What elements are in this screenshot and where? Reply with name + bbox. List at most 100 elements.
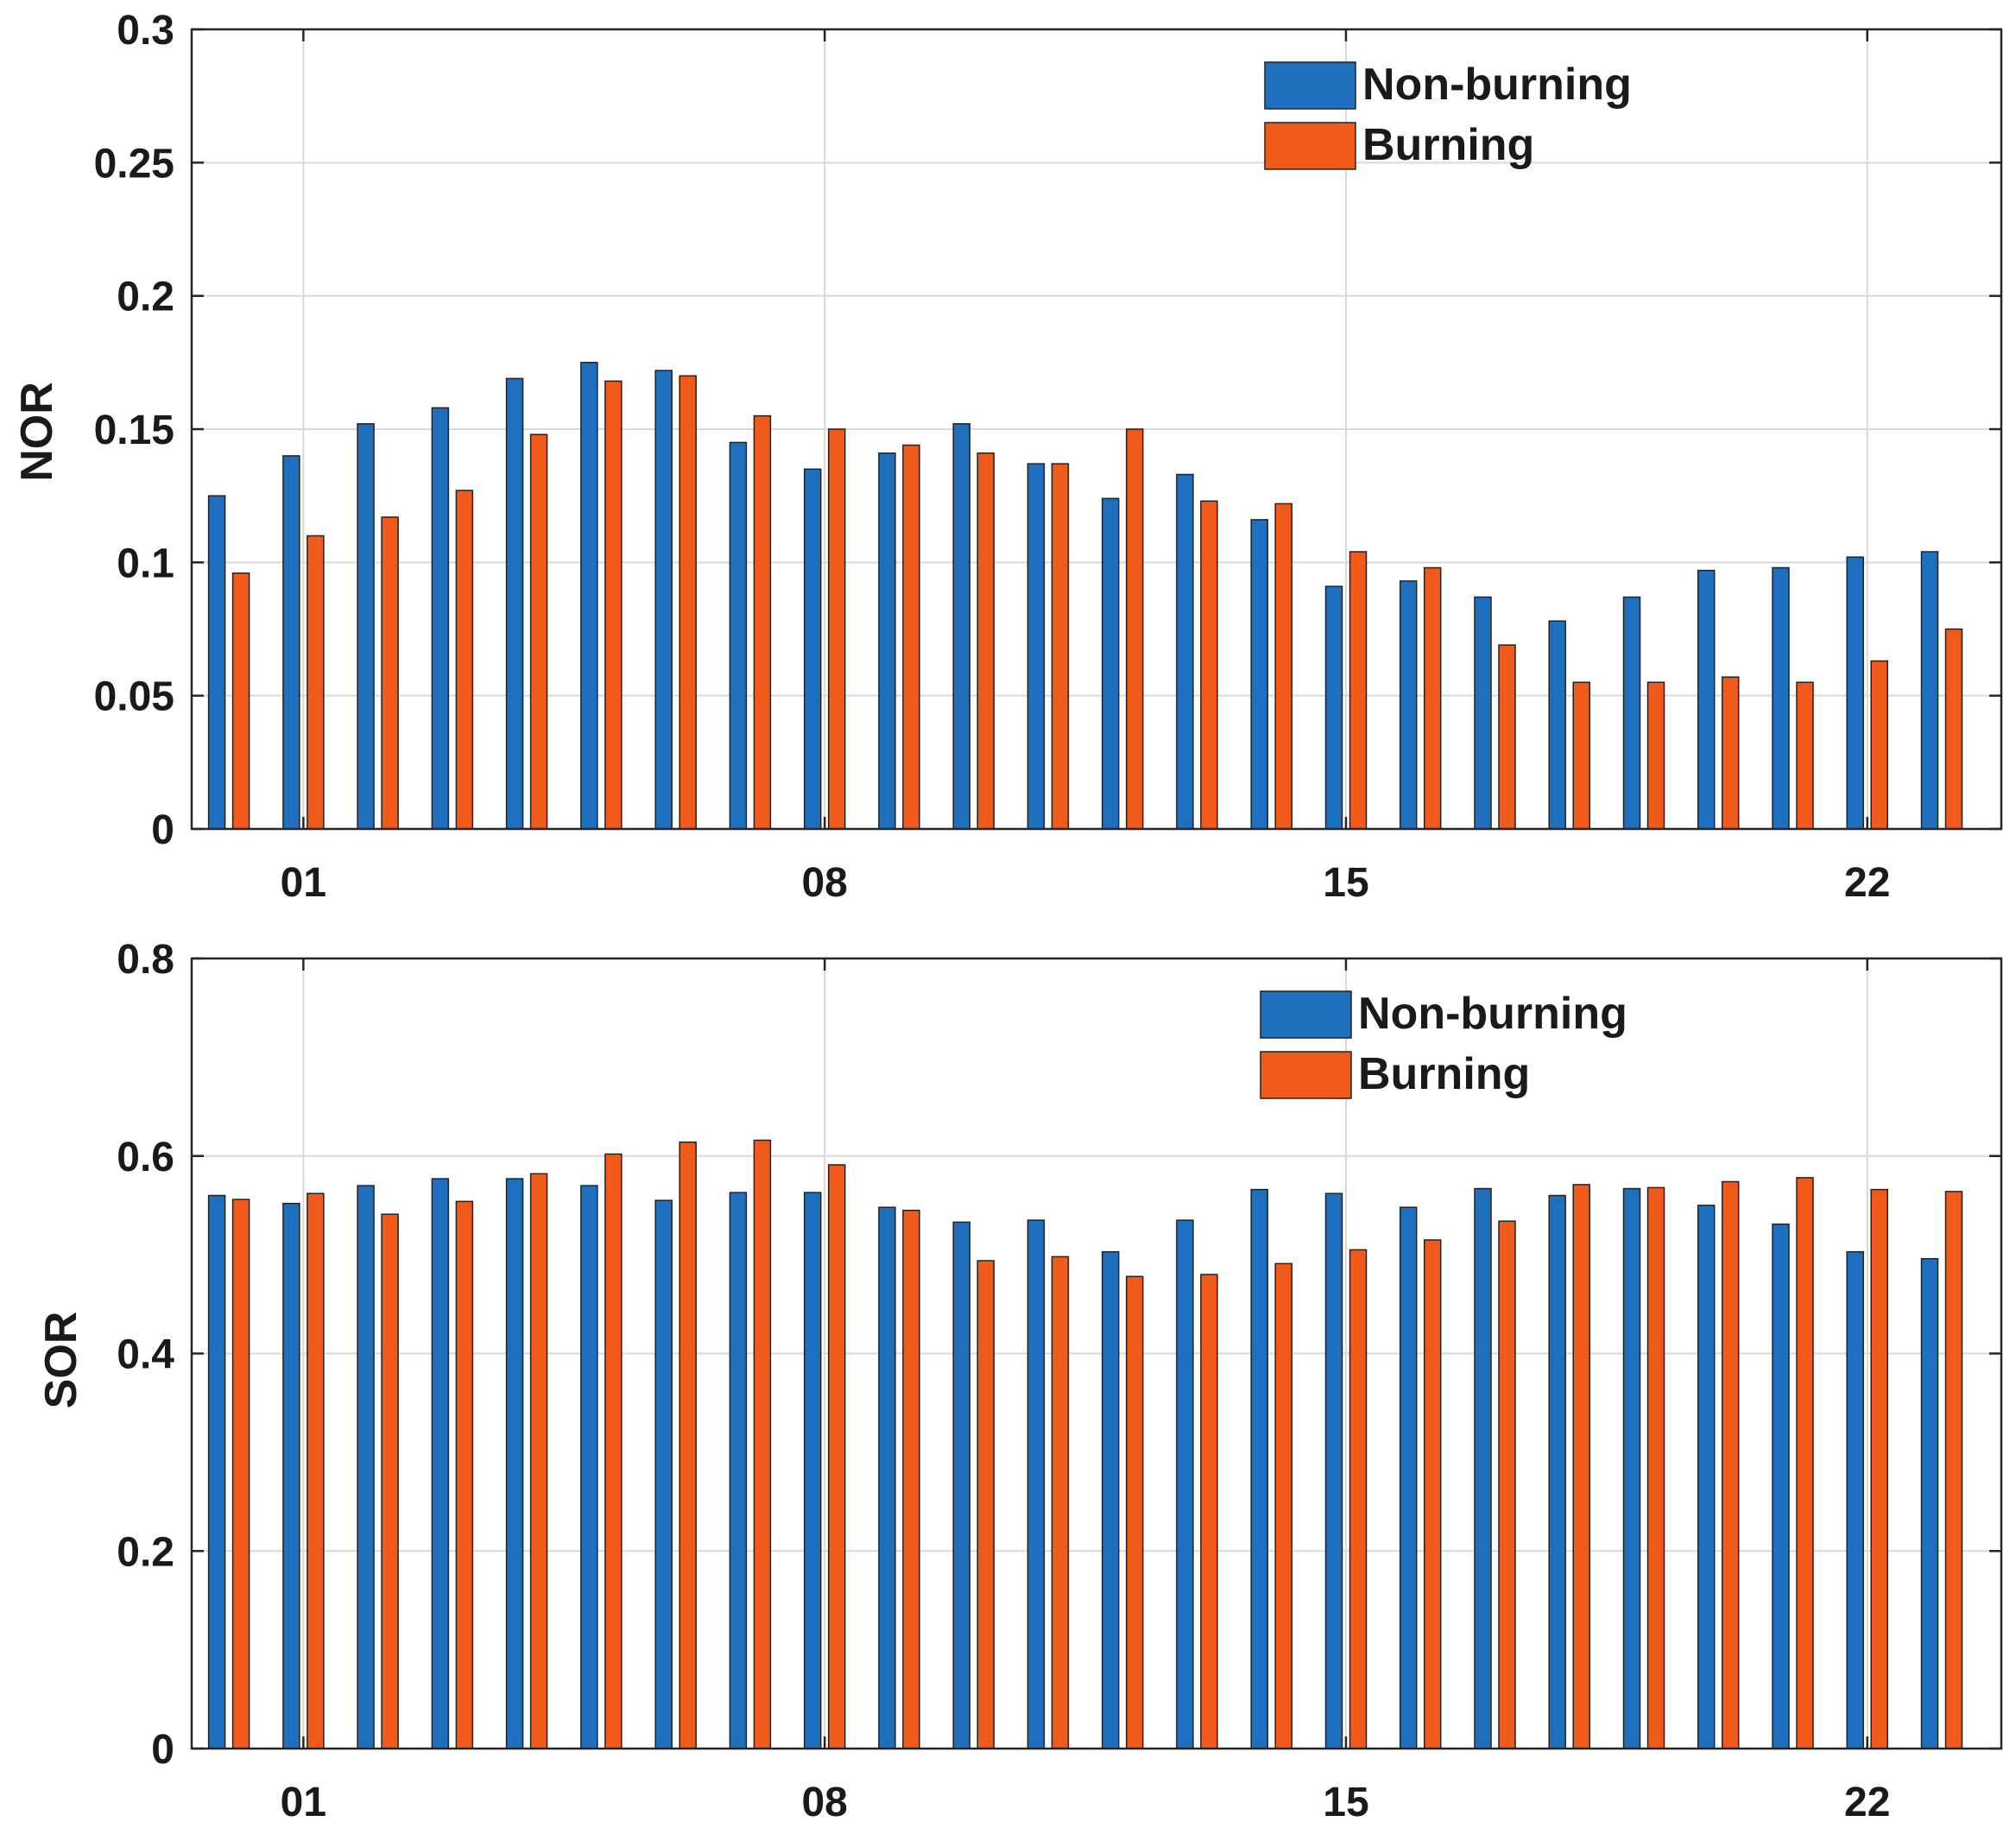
- bar-burning-13: [1125, 1275, 1144, 1749]
- bar-burning-10: [902, 1209, 920, 1749]
- bar-burning-11: [976, 452, 995, 830]
- bar-burning-10: [902, 444, 920, 830]
- bar-burning-19: [1572, 1184, 1590, 1749]
- bar-burning-1: [231, 1199, 250, 1749]
- bar-non-burning-13: [1101, 497, 1120, 830]
- chart-nor: 0 0.05 0.1 0.15 0.2 0.25 0.3 01 08 15 22 NOR Non-bur…: [12, 8, 2003, 906]
- bar-burning-20: [1646, 1186, 1665, 1749]
- bar-burning-14: [1200, 1274, 1218, 1749]
- bar-non-burning-10: [878, 452, 896, 830]
- bar-non-burning-2: [282, 455, 300, 830]
- bar-burning-12: [1051, 463, 1070, 830]
- bar-burning-11: [976, 1260, 995, 1749]
- bar-burning-23: [1870, 1188, 1888, 1749]
- bar-burning-3: [381, 1213, 399, 1749]
- y-axis-title: SOR: [36, 1312, 86, 1409]
- bar-burning-1: [231, 572, 250, 830]
- bar-burning-22: [1796, 1177, 1814, 1749]
- bar-non-burning-14: [1176, 1219, 1194, 1749]
- y-tick-label: 0.2: [117, 1529, 174, 1575]
- bar-non-burning-19: [1548, 1194, 1566, 1749]
- bar-burning-6: [604, 380, 622, 830]
- bar-non-burning-22: [1772, 1223, 1790, 1749]
- bar-non-burning-12: [1027, 463, 1046, 830]
- bar-burning-14: [1200, 500, 1218, 830]
- x-tick-label: 01: [281, 1780, 326, 1825]
- bar-non-burning-11: [952, 1221, 970, 1749]
- bar-burning-12: [1051, 1256, 1070, 1749]
- bar-non-burning-24: [1920, 1257, 1939, 1749]
- bar-burning-7: [679, 1141, 697, 1749]
- bar-burning-20: [1646, 681, 1665, 830]
- x-tick-label: 08: [801, 860, 847, 906]
- bar-non-burning-17: [1399, 580, 1418, 830]
- bar-non-burning-10: [878, 1206, 896, 1749]
- legend-swatch-non-burning: [1264, 61, 1356, 110]
- legend: Non-burning Burning: [1260, 989, 1627, 1099]
- y-tick-label: 0: [151, 807, 174, 853]
- bar-non-burning-2: [282, 1202, 300, 1749]
- bar-non-burning-4: [431, 407, 450, 830]
- bar-non-burning-11: [952, 423, 970, 830]
- bar-non-burning-13: [1101, 1250, 1120, 1749]
- bar-non-burning-18: [1474, 596, 1492, 830]
- bar-burning-2: [307, 1192, 325, 1749]
- bar-non-burning-24: [1920, 551, 1939, 830]
- bar-burning-24: [1944, 628, 1963, 830]
- legend-label-burning: Burning: [1362, 120, 1534, 170]
- bar-burning-18: [1498, 644, 1516, 830]
- y-tick-label: 0.25: [94, 141, 174, 187]
- bar-non-burning-6: [580, 362, 598, 830]
- bar-burning-6: [604, 1153, 622, 1749]
- bar-burning-19: [1572, 681, 1590, 830]
- bar-burning-9: [827, 1164, 846, 1749]
- legend: Non-burning Burning: [1264, 60, 1632, 170]
- bar-burning-21: [1721, 1180, 1740, 1749]
- bar-burning-4: [455, 490, 474, 830]
- bar-non-burning-20: [1622, 1187, 1641, 1749]
- x-tick-label: 08: [801, 1780, 847, 1825]
- bar-non-burning-9: [803, 1192, 822, 1749]
- bar-non-burning-3: [357, 1185, 375, 1749]
- bar-non-burning-16: [1324, 1192, 1343, 1749]
- bar-non-burning-12: [1027, 1219, 1046, 1749]
- bar-non-burning-19: [1548, 620, 1566, 830]
- x-tick-label: 01: [281, 860, 326, 906]
- bar-non-burning-22: [1772, 566, 1790, 830]
- bar-non-burning-21: [1697, 569, 1716, 830]
- bar-non-burning-1: [207, 1194, 226, 1749]
- bar-non-burning-21: [1697, 1205, 1716, 1749]
- bar-non-burning-5: [505, 377, 524, 830]
- bar-non-burning-8: [729, 1192, 748, 1749]
- x-tick-label: 22: [1844, 860, 1890, 906]
- legend-label-non-burning: Non-burning: [1362, 60, 1632, 110]
- y-tick-label: 0.4: [117, 1332, 174, 1378]
- x-tick-label: 22: [1844, 1780, 1890, 1825]
- legend-swatch-burning: [1264, 122, 1356, 170]
- bar-burning-16: [1349, 551, 1368, 830]
- bar-non-burning-3: [357, 423, 375, 830]
- bar-burning-7: [679, 375, 697, 830]
- bar-non-burning-23: [1846, 1250, 1864, 1749]
- y-tick-label: 0.6: [117, 1135, 174, 1180]
- bar-non-burning-8: [729, 441, 748, 830]
- legend-label-burning: Burning: [1358, 1049, 1530, 1099]
- y-tick-label: 0.3: [117, 8, 174, 54]
- bar-non-burning-7: [654, 370, 673, 830]
- legend-swatch-burning: [1260, 1051, 1352, 1099]
- bar-burning-17: [1423, 1239, 1442, 1749]
- bar-burning-15: [1274, 503, 1292, 830]
- bar-non-burning-7: [654, 1199, 673, 1749]
- bar-burning-16: [1349, 1249, 1368, 1749]
- x-tick-label: 15: [1323, 860, 1368, 906]
- bar-non-burning-4: [431, 1178, 450, 1749]
- bar-burning-22: [1796, 681, 1814, 830]
- bar-burning-24: [1944, 1191, 1963, 1749]
- bar-non-burning-6: [580, 1185, 598, 1749]
- y-tick-label: 0: [151, 1727, 174, 1773]
- y-tick-label: 0.8: [117, 937, 174, 983]
- bar-non-burning-17: [1399, 1206, 1418, 1749]
- bar-non-burning-1: [207, 495, 226, 830]
- legend-label-non-burning: Non-burning: [1358, 989, 1627, 1039]
- bar-non-burning-5: [505, 1178, 524, 1749]
